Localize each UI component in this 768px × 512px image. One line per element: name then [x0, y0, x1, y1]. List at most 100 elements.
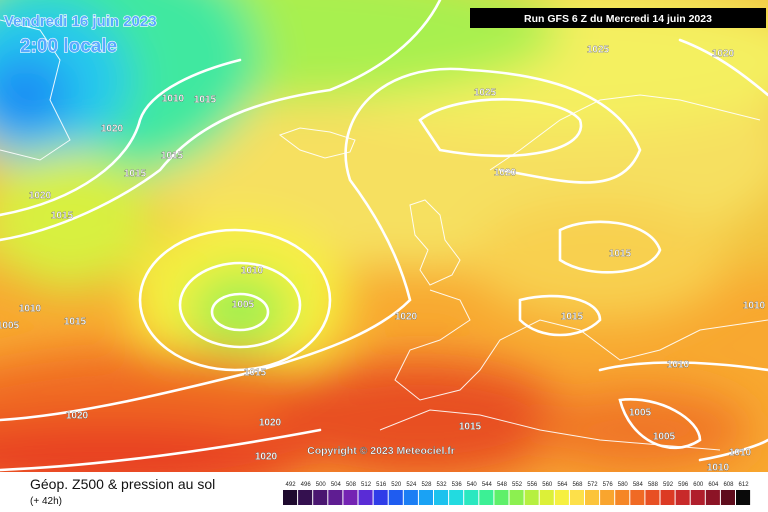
isobar-label: 1005 — [232, 300, 255, 311]
scale-swatch — [418, 490, 433, 505]
scale-label: 592 — [663, 482, 674, 488]
scale-label: 548 — [497, 482, 508, 488]
scale-swatch — [298, 490, 313, 505]
time: 2:00 locale — [20, 36, 117, 57]
isobar-label: 1020 — [395, 312, 418, 323]
isobar-label: 1020 — [712, 49, 735, 60]
scale-swatch — [705, 490, 720, 505]
scale-swatch — [539, 490, 554, 505]
scale-swatch — [600, 490, 615, 505]
scale-swatch — [630, 490, 645, 505]
scale-swatch — [660, 490, 675, 505]
scale-swatch — [524, 490, 539, 505]
scale-swatch — [494, 490, 509, 505]
scale-swatch — [736, 490, 751, 505]
scale-swatch — [328, 490, 343, 505]
isobar-label: 1010 — [707, 463, 730, 474]
scale-label: 492 — [286, 482, 297, 488]
scale-label: 584 — [633, 482, 644, 488]
scale-swatch — [509, 490, 524, 505]
scale-swatch — [690, 490, 705, 505]
scale-swatch — [403, 490, 418, 505]
isobar-label: 1020 — [29, 191, 52, 202]
scale-label: 540 — [467, 482, 478, 488]
scale-label: 612 — [739, 482, 750, 488]
isobar-label: 1015 — [459, 422, 482, 433]
scale-label: 580 — [618, 482, 629, 488]
isobar-label: 1005 — [629, 408, 652, 419]
isobar-label: 1010 — [667, 360, 690, 371]
scale-label: 572 — [588, 482, 599, 488]
scale-swatch — [388, 490, 403, 505]
scale-swatch — [554, 490, 569, 505]
isobar-label: 1015 — [161, 151, 184, 162]
isobar-label: 1010 — [729, 448, 752, 459]
scale-label: 516 — [376, 482, 387, 488]
scale-swatch — [720, 490, 735, 505]
scale-swatch — [373, 490, 388, 505]
scale-swatch — [343, 490, 358, 505]
isobar-label: 1010 — [162, 94, 185, 105]
isobar-label: 1010 — [743, 301, 766, 312]
isobar-label: 1015 — [609, 249, 632, 260]
isobar-label: 1020 — [494, 168, 517, 179]
run-info: Run GFS 6 Z du Mercredi 14 juin 2023 — [524, 13, 712, 25]
scale-label: 520 — [391, 482, 402, 488]
scale-label: 532 — [437, 482, 448, 488]
legend-title: Géop. Z500 & pression au sol — [30, 476, 215, 492]
scale-label: 504 — [331, 482, 342, 488]
scale-label: 588 — [648, 482, 659, 488]
isobars — [0, 0, 768, 472]
isobar-label: 1020 — [259, 418, 282, 429]
scale-label: 528 — [421, 482, 432, 488]
scale-swatch — [569, 490, 584, 505]
legend-lead: (+ 42h) — [30, 496, 62, 507]
scale-label: 524 — [406, 482, 417, 488]
isobar-label: 1020 — [66, 411, 89, 422]
isobar-label: 1015 — [194, 95, 217, 106]
scale-swatch — [675, 490, 690, 505]
isobar-label: 1020 — [255, 452, 278, 463]
scale-swatch — [479, 490, 494, 505]
run-box — [470, 8, 766, 28]
scale-label: 564 — [557, 482, 568, 488]
scale-swatch — [585, 490, 600, 505]
isobar-label: 1020 — [101, 124, 124, 135]
scale-swatch — [645, 490, 660, 505]
color-scale: 492 496 500 504 508 512 516 520 524 528 532 536 540 5… — [283, 482, 751, 505]
scale-label: 576 — [603, 482, 614, 488]
scale-label: 552 — [512, 482, 523, 488]
scale-label: 544 — [482, 482, 493, 488]
scale-label: 500 — [316, 482, 327, 488]
scale-label: 608 — [723, 482, 734, 488]
isobar-label: 1015 — [244, 368, 267, 379]
scale-label: 512 — [361, 482, 372, 488]
scale-label: 604 — [708, 482, 719, 488]
isobar-label: 1015 — [124, 169, 147, 180]
scale-label: 600 — [693, 482, 704, 488]
isobar-label: 1010 — [241, 266, 264, 277]
isobar-labels: 1010 1015 1020 1015 1015 1020 1015 1010 1005 1015… — [0, 44, 766, 474]
isobar-label: 1005 — [653, 432, 676, 443]
scale-label: 496 — [301, 482, 312, 488]
scale-swatch — [358, 490, 373, 505]
date: Vendredi 16 juin 2023 — [4, 13, 157, 30]
scale-label: 536 — [452, 482, 463, 488]
isobar-label: 1005 — [0, 321, 20, 332]
scale-swatch — [313, 490, 328, 505]
isobar-label: 1015 — [561, 312, 584, 323]
scale-label: 596 — [678, 482, 689, 488]
isobar-label: 1015 — [51, 211, 74, 222]
scale-swatch — [615, 490, 630, 505]
scale-label: 568 — [572, 482, 583, 488]
isobar-label: 1015 — [64, 317, 87, 328]
isobar-label: 1025 — [474, 88, 497, 99]
scale-swatch — [283, 490, 298, 505]
scale-swatch — [434, 490, 449, 505]
isobar-label: 1025 — [587, 45, 610, 56]
scale-label: 560 — [542, 482, 553, 488]
isobar-label: 1010 — [19, 304, 42, 315]
scale-label: 556 — [527, 482, 538, 488]
